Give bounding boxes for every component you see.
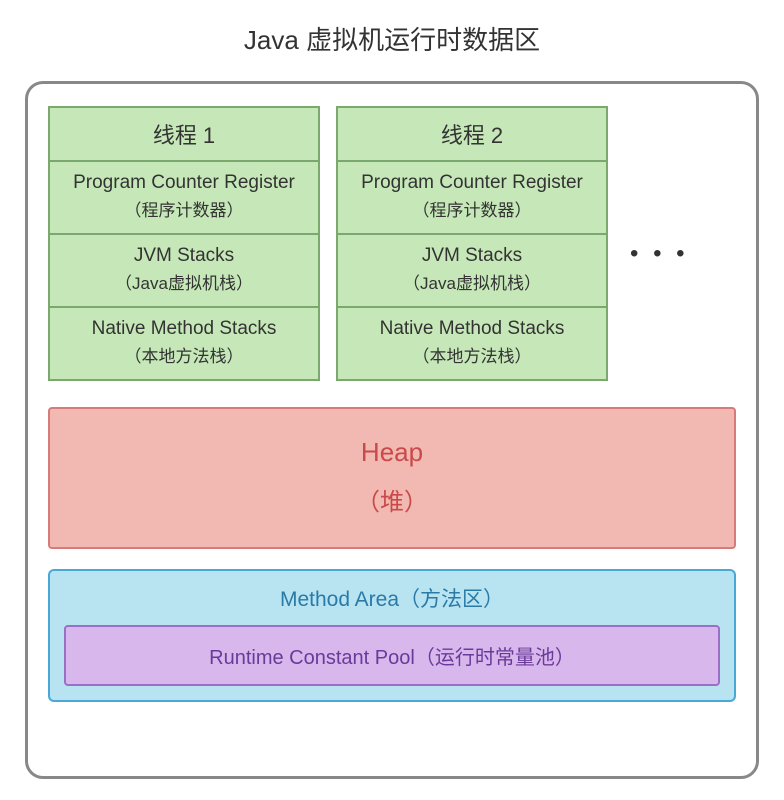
thread-1-native-stacks: Native Method Stacks （本地方法栈）: [50, 308, 318, 379]
method-area-label: Method Area（方法区）: [64, 583, 720, 613]
heap-label-en: Heap: [50, 437, 734, 468]
cell-en: Program Counter Register: [56, 172, 312, 194]
thread-1-header: 线程 1: [50, 108, 318, 162]
threads-ellipsis: • • •: [624, 240, 689, 268]
cell-cn: （本地方法栈）: [56, 342, 312, 367]
cell-cn: （程序计数器）: [56, 196, 312, 221]
cell-en: Native Method Stacks: [344, 318, 600, 340]
thread-1-pc-register: Program Counter Register （程序计数器）: [50, 162, 318, 235]
cell-en: Program Counter Register: [344, 172, 600, 194]
cell-cn: （本地方法栈）: [344, 342, 600, 367]
cell-en: Native Method Stacks: [56, 318, 312, 340]
thread-2-jvm-stacks: JVM Stacks （Java虚拟机栈）: [338, 235, 606, 308]
heap-area: Heap （堆）: [48, 407, 736, 549]
thread-1: 线程 1 Program Counter Register （程序计数器） JV…: [48, 106, 320, 381]
thread-1-jvm-stacks: JVM Stacks （Java虚拟机栈）: [50, 235, 318, 308]
runtime-constant-pool: Runtime Constant Pool（运行时常量池）: [64, 625, 720, 686]
diagram-title: Java 虚拟机运行时数据区: [25, 20, 759, 57]
thread-2-header: 线程 2: [338, 108, 606, 162]
cell-cn: （Java虚拟机栈）: [56, 269, 312, 294]
cell-cn: （程序计数器）: [344, 196, 600, 221]
runtime-data-area-container: 线程 1 Program Counter Register （程序计数器） JV…: [25, 81, 759, 779]
heap-label-cn: （堆）: [50, 482, 734, 517]
cell-cn: （Java虚拟机栈）: [344, 269, 600, 294]
cell-en: JVM Stacks: [344, 245, 600, 267]
method-area: Method Area（方法区） Runtime Constant Pool（运…: [48, 569, 736, 702]
cell-en: JVM Stacks: [56, 245, 312, 267]
thread-2: 线程 2 Program Counter Register （程序计数器） JV…: [336, 106, 608, 381]
thread-2-pc-register: Program Counter Register （程序计数器）: [338, 162, 606, 235]
thread-2-native-stacks: Native Method Stacks （本地方法栈）: [338, 308, 606, 379]
threads-row: 线程 1 Program Counter Register （程序计数器） JV…: [48, 106, 736, 381]
